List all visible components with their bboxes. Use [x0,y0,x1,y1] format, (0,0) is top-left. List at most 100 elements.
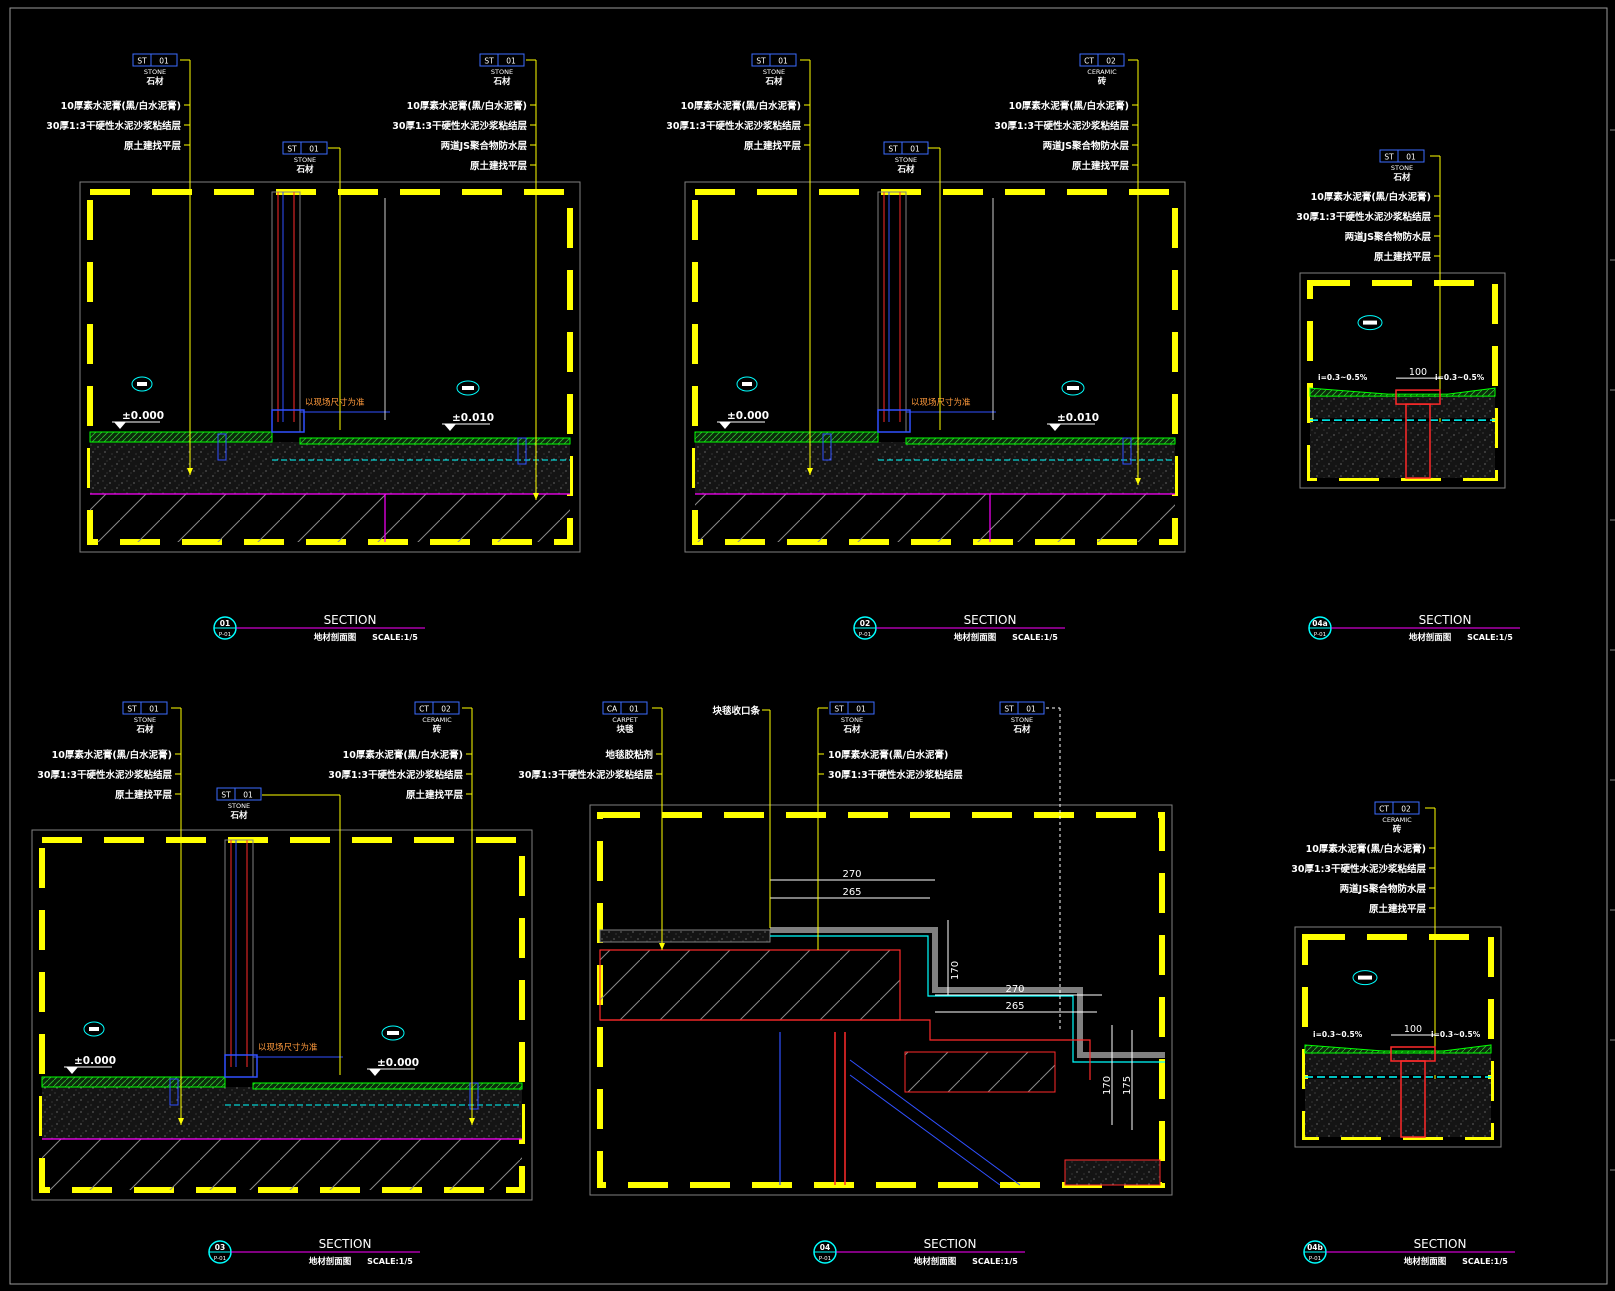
section-subtitle: 地材剖面图 [1409,632,1452,643]
section-scale: SCALE:1/5 [372,633,418,642]
material-name-cn: 块毯 [616,724,634,735]
elevation-triangle [66,1067,78,1074]
material-number: 01 [506,57,516,66]
thickness-dim [169,1078,179,1106]
leader-arrow [469,1118,475,1125]
material-name-en: STONE [491,68,513,76]
screed-layer [1305,1053,1491,1075]
layer-label: 原土建找平层 [1369,903,1427,915]
material-tag-box [751,53,797,67]
structure-outline [600,1019,1091,1080]
room-tag [1061,380,1085,396]
room-tag [456,380,480,396]
layer-label: 30厚1:3干硬性水泥沙浆粘结层 [46,120,181,132]
material-tag-box [1374,801,1420,815]
layer-label: 10厚素水泥膏(黑/白水泥膏) [61,100,181,112]
section-number: 02 [860,619,870,628]
section-title: 04 P-01 SECTION 地材剖面图 SCALE:1/5 [813,1237,1025,1267]
material-number: 01 [1406,153,1416,162]
layer-label: 两道JS聚合物防水层 [441,140,528,152]
room-tag-text [1067,386,1079,390]
material-code: ST [127,705,137,714]
site-size-note: 以现场尺寸为准 [258,1042,318,1053]
elevation-value: ±0.000 [74,1055,116,1067]
layer-label: 原土建找平层 [1374,251,1432,263]
drain-pipe [1405,403,1431,479]
material-code: ST [287,145,297,154]
material-name-cn: 砖 [1393,824,1402,835]
layer-callouts: 地毯胶粘剂 30厚1:3干硬性水泥沙浆粘结层 [518,707,665,950]
sheet-reference: P-01 [859,632,871,638]
layer-label: 30厚1:3干硬性水泥沙浆粘结层 [518,769,653,781]
material-name-cn: 石材 [492,76,511,87]
elevation-value: ±0.000 [377,1057,419,1069]
material-name-cn: 石材 [1392,172,1411,183]
base-layer [1305,1079,1491,1137]
section-number: 03 [215,1243,225,1252]
wall-base [271,409,305,433]
material-number: 01 [778,57,788,66]
layer-label: 10厚素水泥膏(黑/白水泥膏) [343,749,463,761]
section-title-text: SECTION [319,1237,372,1251]
material-number: 02 [441,705,451,714]
layer-label: 原土建找平层 [115,789,173,801]
leader-arrow [1135,478,1141,485]
stone-finish [694,431,879,443]
section-title: 02 P-01 SECTION 地材剖面图 SCALE:1/5 [853,613,1065,643]
material-number: 01 [149,705,159,714]
section-title-text: SECTION [1414,1237,1467,1251]
layer-label: 两道JS聚合物防水层 [1043,140,1130,152]
layer-label: 两道JS聚合物防水层 [1345,231,1432,243]
dimension-175: 175 [1122,1076,1133,1095]
section-subtitle: 地材剖面图 [314,632,357,643]
view-frame [1294,926,1502,1148]
elevation-mark: ±0.000 [367,1057,419,1076]
room-tag-text [1358,975,1372,980]
material-name-cn: 石材 [145,76,164,87]
layer-callouts: 10厚素水泥膏(黑/白水泥膏) 30厚1:3干硬性水泥沙浆粘结层两道JS聚合物防水… [994,59,1141,485]
elevation-value: ±0.010 [1057,412,1099,424]
layer-callouts: 10厚素水泥膏(黑/白水泥膏) 30厚1:3干硬性水泥沙浆粘结层两道JS聚合物防水… [1296,155,1443,456]
material-name-en: STONE [294,156,316,164]
wall-base [877,409,911,433]
section-number: 04 [820,1243,830,1252]
material-name-cn: 石材 [896,164,915,175]
layer-label: 10厚素水泥膏(黑/白水泥膏) [52,749,172,761]
layer-label: 原土建找平层 [744,140,802,152]
material-name-en: CARPET [612,716,638,724]
layer-label: 10厚素水泥膏(黑/白水泥膏) [1009,100,1129,112]
layer-label: 30厚1:3干硬性水泥沙浆粘结层 [392,120,527,132]
section-title: 04a P-01 SECTION 地材剖面图 SCALE:1/5 [1308,613,1520,643]
waterproof-line [770,935,1165,1063]
material-code: ST [484,57,494,66]
sheet-reference: P-01 [219,632,231,638]
dimension-265-upper: 265 [842,887,861,898]
section-subtitle: 地材剖面图 [309,1256,352,1267]
elevation-triangle [1049,424,1061,431]
leader-arrow [659,943,665,950]
section-title-text: SECTION [324,613,377,627]
material-code: CA [607,705,618,714]
material-name-en: STONE [134,716,156,724]
material-name-cn: 石材 [135,724,154,735]
elevation-triangle [369,1069,381,1076]
material-tag-box [602,701,648,715]
sheet-reference: P-01 [214,1256,226,1262]
stair-finish [770,927,1165,1058]
slope-left: i=0.3~0.5% [1318,373,1368,382]
sheet-reference: P-01 [1314,632,1326,638]
wall-base [224,1054,258,1078]
dimension-270-lower: 270 [1005,984,1024,995]
sheet-border [9,7,1608,1285]
layer-callouts: 10厚素水泥膏(黑/白水泥膏) 30厚1:3干硬性水泥沙浆粘结层 [817,707,963,950]
view-boundary [589,804,1173,1196]
